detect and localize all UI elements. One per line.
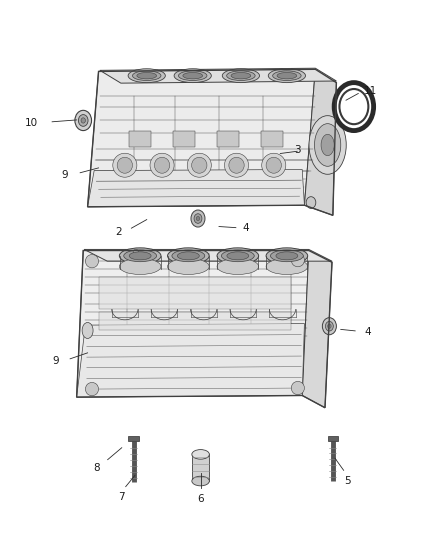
Polygon shape — [217, 131, 239, 147]
Text: 4: 4 — [364, 327, 371, 336]
Ellipse shape — [150, 154, 174, 177]
Ellipse shape — [124, 250, 157, 262]
Text: 10: 10 — [25, 118, 38, 127]
Text: 9: 9 — [61, 170, 68, 180]
Ellipse shape — [266, 259, 307, 274]
Polygon shape — [328, 436, 338, 441]
Ellipse shape — [137, 72, 157, 79]
Ellipse shape — [178, 71, 207, 80]
Ellipse shape — [277, 72, 297, 79]
Ellipse shape — [172, 250, 205, 262]
Ellipse shape — [113, 154, 137, 177]
Text: 4: 4 — [242, 223, 249, 233]
Ellipse shape — [192, 450, 209, 459]
Ellipse shape — [322, 318, 336, 335]
Polygon shape — [302, 251, 332, 408]
Ellipse shape — [227, 71, 255, 80]
Ellipse shape — [133, 249, 138, 254]
Ellipse shape — [266, 157, 281, 173]
Ellipse shape — [272, 71, 301, 80]
Ellipse shape — [174, 69, 211, 83]
Polygon shape — [128, 436, 139, 441]
Text: 2: 2 — [115, 227, 122, 237]
Polygon shape — [77, 251, 309, 397]
Ellipse shape — [196, 216, 200, 221]
Ellipse shape — [117, 157, 132, 173]
Ellipse shape — [128, 69, 166, 83]
Ellipse shape — [229, 157, 244, 173]
Ellipse shape — [217, 248, 258, 264]
Ellipse shape — [309, 116, 346, 174]
Polygon shape — [173, 131, 195, 147]
Circle shape — [339, 89, 368, 124]
Ellipse shape — [266, 248, 307, 264]
Polygon shape — [84, 249, 332, 261]
Ellipse shape — [177, 252, 199, 260]
Ellipse shape — [167, 259, 209, 274]
Ellipse shape — [328, 324, 331, 328]
Ellipse shape — [194, 214, 202, 223]
Ellipse shape — [119, 259, 161, 274]
Ellipse shape — [119, 248, 161, 264]
Polygon shape — [99, 312, 291, 330]
Ellipse shape — [154, 157, 170, 173]
Text: 8: 8 — [93, 463, 100, 473]
Ellipse shape — [217, 259, 258, 274]
Ellipse shape — [183, 72, 202, 79]
Ellipse shape — [129, 252, 151, 260]
Text: 3: 3 — [294, 146, 301, 155]
Ellipse shape — [75, 110, 92, 131]
Polygon shape — [99, 277, 291, 309]
Ellipse shape — [81, 118, 85, 123]
Ellipse shape — [187, 154, 211, 177]
Ellipse shape — [321, 134, 334, 156]
Ellipse shape — [167, 248, 209, 264]
Ellipse shape — [192, 477, 209, 486]
Polygon shape — [192, 454, 209, 481]
Ellipse shape — [314, 124, 341, 166]
Ellipse shape — [222, 69, 259, 83]
Polygon shape — [77, 324, 304, 397]
Ellipse shape — [270, 250, 304, 262]
Polygon shape — [304, 69, 336, 215]
Ellipse shape — [227, 252, 249, 260]
Polygon shape — [100, 68, 336, 83]
Ellipse shape — [276, 252, 298, 260]
Ellipse shape — [221, 250, 254, 262]
Ellipse shape — [85, 255, 99, 268]
Text: 9: 9 — [53, 357, 60, 366]
Ellipse shape — [231, 72, 251, 79]
Ellipse shape — [291, 382, 304, 394]
Ellipse shape — [85, 383, 99, 395]
Ellipse shape — [191, 210, 205, 227]
Ellipse shape — [192, 157, 207, 173]
Polygon shape — [129, 131, 151, 147]
Ellipse shape — [82, 322, 93, 338]
Ellipse shape — [268, 69, 305, 83]
Polygon shape — [88, 69, 315, 207]
Polygon shape — [261, 131, 283, 147]
Text: 7: 7 — [118, 492, 125, 502]
Ellipse shape — [325, 321, 333, 331]
Ellipse shape — [78, 115, 88, 126]
Text: 11: 11 — [364, 86, 377, 95]
Ellipse shape — [306, 197, 316, 208]
Ellipse shape — [291, 253, 304, 266]
Text: 5: 5 — [344, 476, 351, 486]
Polygon shape — [88, 169, 304, 207]
Text: 6: 6 — [197, 495, 204, 504]
Ellipse shape — [225, 154, 249, 177]
Ellipse shape — [132, 71, 161, 80]
Ellipse shape — [261, 154, 286, 177]
